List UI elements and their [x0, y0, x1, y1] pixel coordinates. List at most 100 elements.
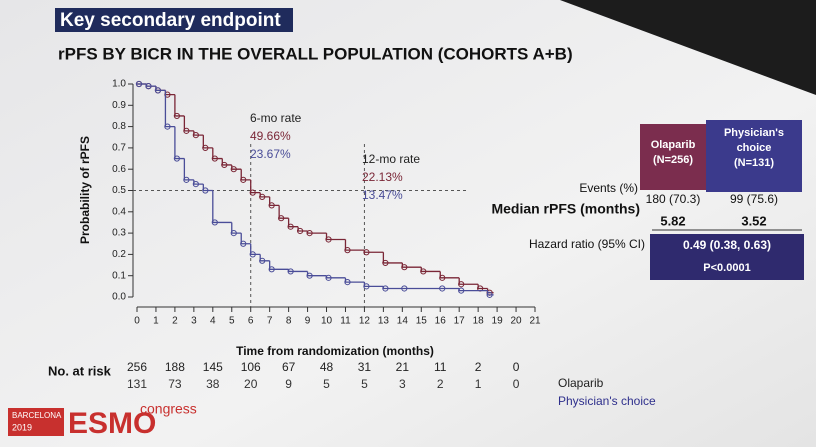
column-header: Physician's	[724, 127, 784, 139]
y-tick-label: 0.1	[112, 270, 126, 281]
x-tick-label: 20	[510, 316, 522, 327]
logo-box	[8, 408, 64, 436]
at-risk-count: 3	[399, 377, 406, 391]
y-tick-label: 0.7	[112, 143, 126, 154]
censor-mark	[230, 166, 237, 173]
step-segment	[250, 179, 261, 194]
step-segment	[202, 184, 213, 192]
x-tick-label: 3	[191, 316, 197, 327]
step-segment	[240, 233, 251, 245]
censor-mark	[486, 291, 493, 298]
step-segment	[164, 90, 175, 128]
at-risk-count: 188	[165, 360, 185, 374]
step-segment	[174, 94, 185, 117]
step-segment	[183, 158, 194, 181]
step-segment	[458, 277, 479, 285]
cell: 180 (70.3)	[646, 192, 701, 206]
step-segment	[344, 277, 365, 283]
step-segment	[259, 254, 270, 262]
step-segment	[325, 233, 346, 241]
step-segment	[202, 135, 213, 149]
x-tick-label: 6	[248, 316, 254, 327]
header-cell	[640, 124, 706, 190]
censor-mark	[439, 285, 446, 292]
header-label: Key secondary endpoint	[60, 10, 281, 31]
censor-mark	[382, 259, 389, 267]
at-risk-count: 2	[437, 377, 444, 391]
y-tick-label: 0.6	[112, 164, 126, 175]
x-tick-label: 12	[359, 316, 371, 327]
censor-mark	[240, 176, 247, 183]
y-tick-label: 0.0	[112, 292, 126, 303]
x-tick-label: 17	[454, 316, 466, 327]
x-tick-label: 11	[340, 316, 351, 327]
censor-mark	[401, 264, 408, 271]
censor-mark	[249, 251, 256, 258]
step-segment	[221, 158, 232, 166]
step-segment	[287, 218, 299, 228]
x-tick-label: 9	[305, 316, 311, 327]
censor-mark	[268, 266, 275, 273]
censor-mark	[325, 236, 332, 243]
x-tick-label: 14	[397, 316, 409, 327]
row-label: Hazard ratio (95% CI)	[529, 237, 645, 251]
censor-mark	[211, 219, 218, 226]
x-tick-label: 4	[210, 316, 216, 327]
at-risk-count: 256	[127, 360, 147, 374]
step-segment	[382, 252, 403, 264]
at-risk-count: 5	[361, 377, 368, 391]
step-segment	[420, 267, 441, 273]
censor-mark	[344, 278, 351, 286]
step-segment	[269, 196, 280, 207]
column-header: (N=256)	[653, 154, 693, 166]
censor-mark	[458, 281, 465, 288]
x-tick-label: 7	[267, 316, 273, 327]
censor-mark	[344, 247, 351, 254]
cell: 0.49 (0.38, 0.63)	[683, 238, 771, 252]
step-segment	[269, 260, 289, 270]
annotation-title: 6-mo rate	[250, 111, 302, 125]
y-tick-label: 0.3	[112, 228, 126, 239]
hazard-box	[650, 234, 804, 280]
column-header: (N=131)	[734, 157, 774, 169]
step-segment	[259, 192, 270, 198]
at-risk-count: 145	[203, 360, 223, 374]
censor-mark	[183, 176, 190, 183]
y-tick-label: 0.2	[112, 249, 126, 260]
censor-mark	[325, 274, 332, 281]
censor-mark	[306, 272, 313, 279]
censor-mark	[439, 274, 446, 281]
column-header: Olaparib	[651, 139, 696, 151]
censor-mark	[363, 249, 370, 256]
step-segment	[477, 284, 488, 290]
dark-corner	[560, 0, 816, 95]
y-tick-label: 0.9	[112, 100, 126, 111]
x-axis-label: Time from randomization (months)	[236, 344, 434, 358]
step-segment	[240, 169, 251, 181]
x-tick-label: 10	[321, 316, 333, 327]
step-segment	[212, 190, 232, 224]
censor-mark	[173, 112, 181, 120]
at-risk-count: 0	[513, 360, 520, 374]
step-segment	[306, 271, 327, 277]
censor-mark	[154, 87, 162, 94]
censor-mark	[173, 155, 181, 162]
step-segment	[193, 130, 204, 136]
at-risk-count: 131	[127, 377, 147, 391]
step-segment	[278, 205, 289, 219]
at-risk-count: 73	[168, 377, 182, 391]
censor-mark	[401, 285, 408, 292]
at-risk-count: 48	[320, 360, 334, 374]
at-risk-count: 21	[396, 360, 410, 374]
at-risk-count: 1	[475, 377, 482, 391]
chart-title: rPFS BY BICR IN THE OVERALL POPULATION (…	[58, 44, 573, 63]
x-tick-label: 13	[378, 316, 390, 327]
step-segment	[231, 164, 242, 170]
x-tick-label: 1	[153, 316, 159, 327]
censor-mark	[420, 268, 427, 275]
logo-brand: ESMO	[68, 407, 156, 440]
censor-mark	[221, 161, 228, 169]
y-tick-label: 0.8	[112, 121, 126, 132]
